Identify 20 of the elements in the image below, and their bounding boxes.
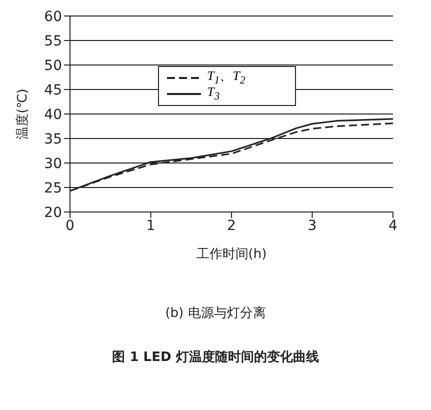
caption: 图 1 LED 灯温度随时间的变化曲线 [111,348,320,366]
y-tick-label: 55 [44,33,62,50]
y-tick-label: 50 [44,58,62,74]
x-tick-label: 3 [308,218,317,234]
y-tick-label: 20 [44,204,62,221]
x-tick-label: 2 [227,218,236,234]
x-axis-title: 工作时间(h) [196,247,267,262]
y-tick-label: 40 [44,106,62,123]
y-tick-label: 30 [44,156,62,172]
legend-label: T$_{1}$、T$_{2}$ [207,68,246,86]
y-axis-title: 温度(℃) [14,88,31,140]
x-tick-label: 1 [146,218,156,234]
y-tick-label: 35 [44,131,62,148]
x-tick-label: 0 [66,218,74,234]
y-tick-label: 60 [44,8,62,25]
y-tick-label: 45 [44,82,62,98]
x-tick-label: 4 [388,218,398,234]
text: (b) 电源与灯分离 [164,305,267,322]
legend-label: T$_{3}$ [207,84,220,104]
y-tick-label: 25 [44,180,62,196]
